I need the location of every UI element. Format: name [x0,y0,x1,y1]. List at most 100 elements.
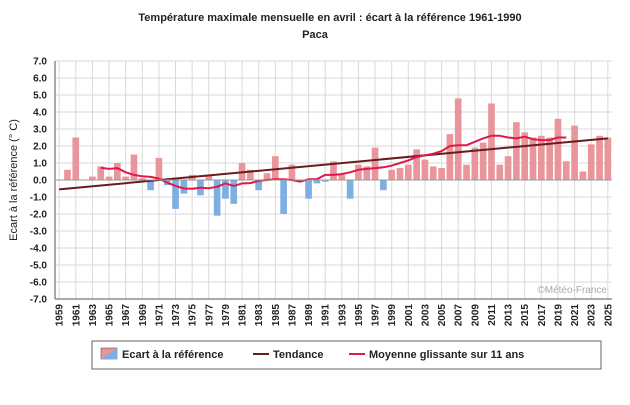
x-tick-label: 1987 [287,304,298,327]
bar [529,137,537,180]
bar [205,174,213,180]
x-tick-label: 1983 [254,304,265,327]
bar [355,164,362,180]
bar [521,132,529,180]
bars [64,98,612,216]
x-tick-label: 1969 [138,304,149,327]
bar [463,164,470,180]
y-tick-label: -3.0 [30,227,48,238]
x-tick-label: 1981 [238,304,249,327]
y-tick-label: -7.0 [30,295,48,306]
x-tick-label: 1975 [188,304,199,327]
bar [596,135,603,180]
x-tick-label: 1963 [88,304,99,327]
x-tick-label: 2021 [570,304,581,327]
x-tick-label: 1971 [154,304,165,327]
x-tick-label: 1961 [71,304,82,327]
y-tick-label: -1.0 [30,193,48,204]
bar [138,178,146,180]
x-tick-label: 1993 [337,304,348,327]
bar [105,176,113,180]
bar [114,163,121,180]
x-tick-label: 2025 [603,304,614,327]
x-tick-label: 1985 [271,304,282,327]
bar [513,122,520,180]
x-tick-label: 1977 [204,304,215,327]
y-tick-label: 3.0 [33,125,47,136]
bar [538,135,545,180]
y-axis-label: Ecart à la référence (° C) [8,119,20,241]
legend-swatch-bars-negative [101,348,117,359]
bar [388,169,396,180]
bar [72,137,80,180]
bar [604,137,612,180]
bar [554,118,562,180]
bar [288,164,296,180]
tick-labels: 7.0 6.0 5.0 4.0 3.0 2.0 1.0 0.0 -1.0 -2.0 -3.0 -4.0… [30,57,615,327]
bar [255,180,263,191]
bar [471,147,479,180]
x-tick-label: 2015 [520,304,531,327]
y-tick-label: 4.0 [33,108,47,119]
x-tick-label: 1995 [354,304,365,327]
bar [454,98,462,180]
bar [147,180,154,191]
bar [247,169,254,180]
x-tick-label: 2009 [470,304,481,327]
bar [313,180,321,184]
bar [305,180,312,199]
x-tick-label: 2017 [537,304,548,327]
trend-line [59,137,608,191]
lines [59,134,608,191]
bar [413,149,420,180]
x-tick-label: 1991 [321,304,332,327]
bar [263,173,271,180]
y-tick-label: -2.0 [30,210,48,221]
x-tick-label: 2013 [504,304,515,327]
bar [280,180,287,214]
x-tick-label: 2007 [454,304,465,327]
bar [213,180,221,216]
bar [180,180,188,194]
bar [155,157,163,180]
x-tick-label: 1973 [171,304,182,327]
grid [55,60,612,300]
x-tick-label: 2011 [487,304,498,326]
chart-title: Température maximale mensuelle en avril … [138,12,521,24]
bar [222,180,229,199]
bar [562,161,570,180]
bar [363,166,371,180]
axes [54,61,612,300]
x-tick-label: 1997 [371,304,382,327]
bar [479,142,487,180]
x-tick-label: 1979 [221,304,232,327]
credit-text: ©Météo-France [537,285,607,296]
bar [89,176,96,180]
bar [346,180,354,199]
bar [438,168,445,180]
bar [579,171,587,180]
bar [504,156,512,180]
x-tick-label: 1999 [387,304,398,327]
y-tick-label: 5.0 [33,91,47,102]
x-tick-label: 1967 [121,304,132,327]
legend-label-moving-average: Moyenne glissante sur 11 ans [369,349,524,361]
moving-average-line [100,134,567,190]
bar [488,103,495,180]
chart-subtitle: Paca [302,29,329,41]
bar [130,154,138,180]
y-tick-label: 0.0 [33,176,47,187]
bar [380,180,387,191]
bar [446,134,454,180]
bar [546,137,553,180]
y-tick-label: 7.0 [33,57,47,68]
bar [429,166,437,180]
bar [330,161,337,180]
legend: Ecart à la référence Tendance Moyenne gl… [100,347,524,361]
y-tick-label: -4.0 [30,244,48,255]
legend-label-bars: Ecart à la référence [122,349,224,361]
bar [338,174,346,180]
y-tick-label: 2.0 [33,142,47,153]
x-tick-label: 1959 [55,304,66,327]
